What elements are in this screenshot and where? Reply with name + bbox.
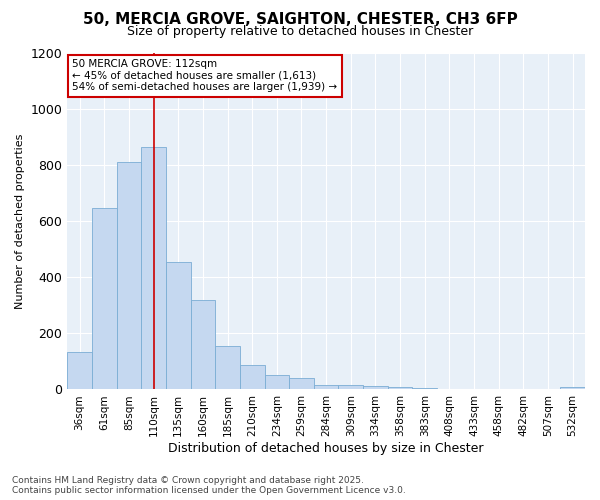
Bar: [240, 364, 265, 390]
Bar: [92, 208, 116, 390]
X-axis label: Distribution of detached houses by size in Chester: Distribution of detached houses by size …: [169, 442, 484, 455]
Text: 50 MERCIA GROVE: 112sqm
← 45% of detached houses are smaller (1,613)
54% of semi: 50 MERCIA GROVE: 112sqm ← 45% of detache…: [73, 59, 338, 92]
Bar: [338, 384, 363, 390]
Text: Contains HM Land Registry data © Crown copyright and database right 2025.
Contai: Contains HM Land Registry data © Crown c…: [12, 476, 406, 495]
Bar: [191, 300, 215, 390]
Bar: [141, 146, 166, 390]
Bar: [314, 384, 338, 390]
Bar: [166, 262, 191, 390]
Bar: [215, 346, 240, 390]
Bar: [412, 388, 437, 390]
Bar: [289, 378, 314, 390]
Bar: [116, 162, 141, 390]
Bar: [437, 388, 462, 390]
Bar: [560, 387, 585, 390]
Text: Size of property relative to detached houses in Chester: Size of property relative to detached ho…: [127, 25, 473, 38]
Bar: [265, 376, 289, 390]
Text: 50, MERCIA GROVE, SAIGHTON, CHESTER, CH3 6FP: 50, MERCIA GROVE, SAIGHTON, CHESTER, CH3…: [83, 12, 517, 28]
Bar: [363, 386, 388, 390]
Bar: [462, 389, 487, 390]
Bar: [388, 387, 412, 390]
Bar: [67, 352, 92, 390]
Y-axis label: Number of detached properties: Number of detached properties: [15, 134, 25, 308]
